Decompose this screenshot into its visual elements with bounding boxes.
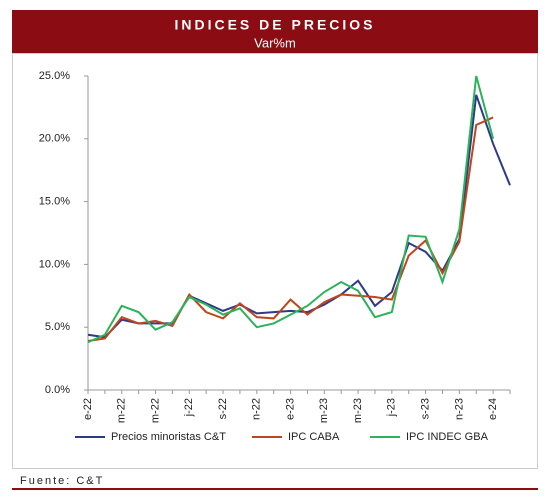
y-tick-label: 5.0% (45, 321, 70, 333)
legend-label: IPC CABA (288, 431, 340, 443)
x-tick-label: m-22 (116, 398, 128, 423)
y-tick-label: 0.0% (45, 384, 70, 396)
series-line (87, 94, 511, 339)
y-tick-label: 10.0% (39, 258, 70, 270)
source-note: Fuente: C&T (20, 475, 104, 487)
legend-label: IPC INDEC GBA (406, 431, 489, 443)
x-tick-label: j-23 (386, 398, 398, 417)
series-line (87, 75, 495, 344)
x-tick-label: s-22 (217, 398, 229, 419)
x-tick-label: j-22 (183, 398, 195, 417)
y-tick-label: 25.0% (39, 70, 70, 82)
legend-label: Precios minoristas C&T (111, 431, 226, 443)
x-tick-label: m-23 (318, 398, 330, 423)
header-band (12, 10, 538, 53)
chart-title: INDICES DE PRECIOS (174, 17, 375, 33)
x-tick-label: n-23 (453, 398, 465, 420)
x-tick-label: n-22 (251, 398, 263, 420)
x-tick-label: e-22 (82, 398, 94, 420)
x-tick-label: e-24 (487, 398, 499, 420)
y-tick-label: 20.0% (39, 133, 70, 145)
x-tick-label: s-23 (420, 398, 432, 419)
series-line (87, 116, 494, 343)
chart-frame (12, 53, 538, 469)
y-tick-label: 15.0% (39, 196, 70, 208)
chart-subtitle: Var%m (254, 35, 296, 50)
x-tick-label: m-23 (352, 398, 364, 423)
x-tick-label: e-23 (284, 398, 296, 420)
x-tick-label: m-22 (149, 398, 161, 423)
